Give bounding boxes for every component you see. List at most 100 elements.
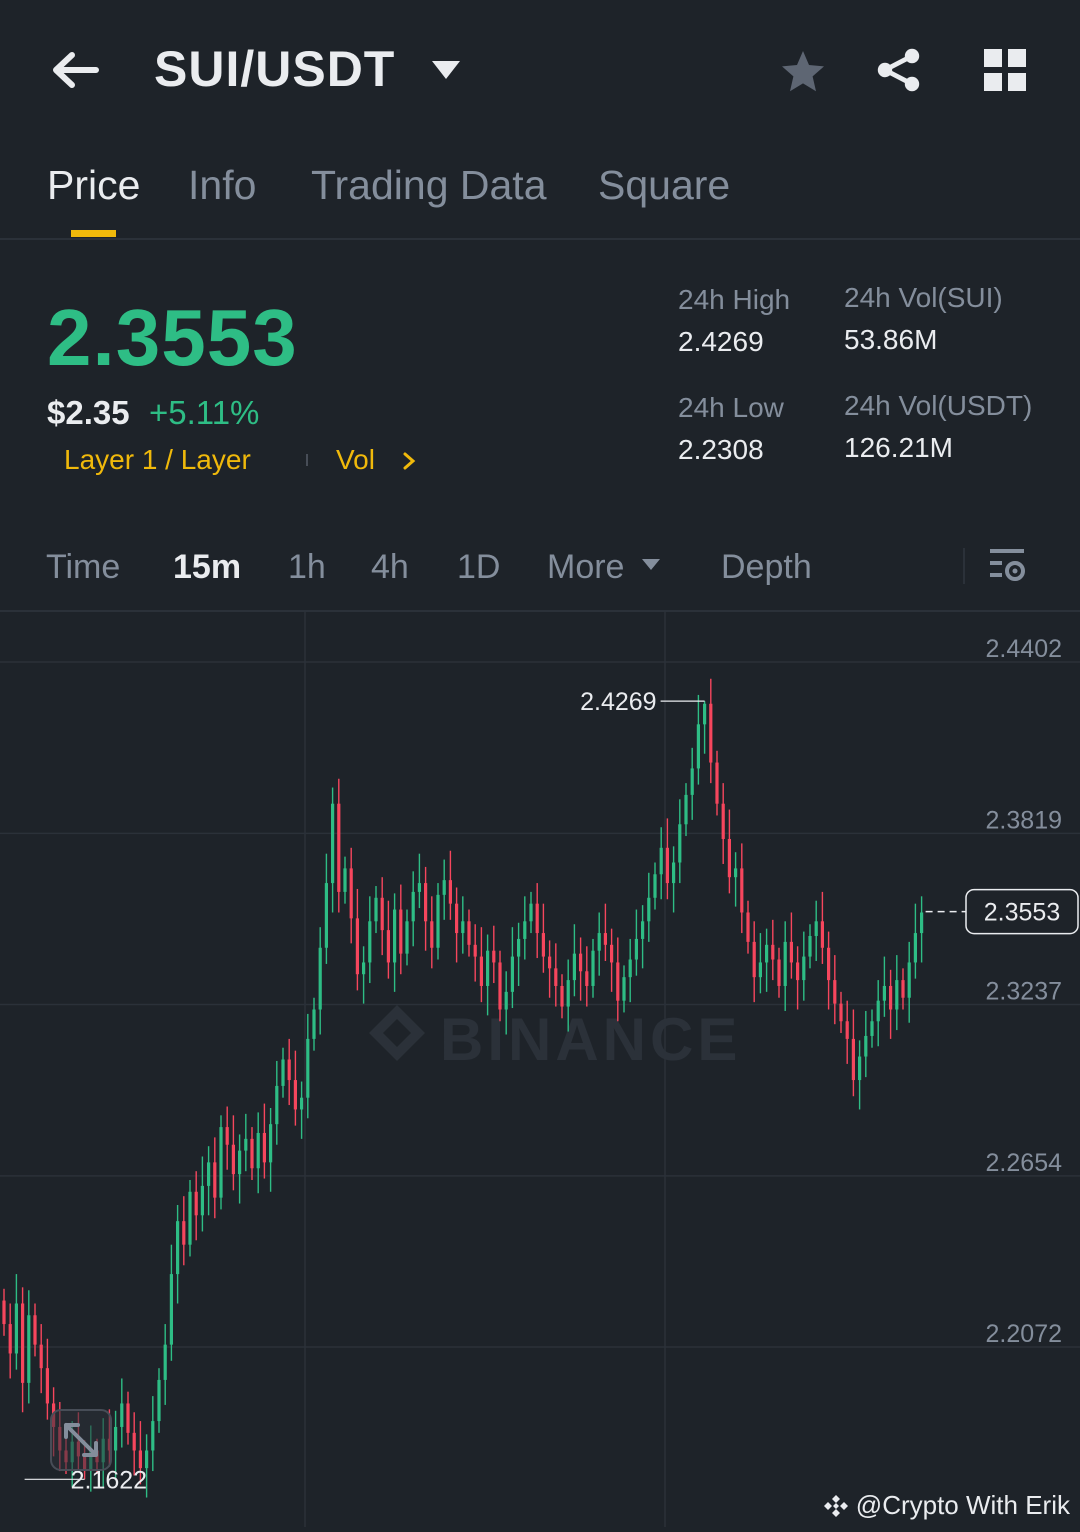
candle-body [796, 962, 800, 981]
candle-body [169, 1274, 173, 1345]
candle-body [45, 1368, 49, 1404]
usd-price: $2.35 [47, 394, 130, 431]
candle-body [895, 980, 899, 1010]
tab-square[interactable]: Square [598, 162, 731, 208]
candle-body [610, 944, 614, 963]
candle-body [256, 1132, 260, 1169]
candle-body [244, 1138, 248, 1151]
candle-body [343, 868, 347, 892]
candle-body [554, 968, 558, 986]
candle-body [33, 1315, 37, 1345]
candle-body [734, 868, 738, 878]
candle-body [200, 1185, 204, 1216]
candle-body [21, 1303, 25, 1383]
candle-body [789, 941, 793, 963]
candle-body [275, 1085, 279, 1125]
candle-body [548, 956, 552, 969]
candle-body [529, 903, 533, 922]
fullscreen-expand-icon[interactable] [50, 1409, 112, 1471]
candle-body [696, 724, 700, 769]
candle-body [814, 921, 818, 936]
candle-body [120, 1403, 124, 1427]
candle-body [579, 953, 583, 972]
candle-body [566, 980, 570, 1007]
tag-vol[interactable]: Vol [336, 444, 375, 475]
tf-divider [963, 548, 965, 584]
candle-body [399, 909, 403, 954]
candle-body [293, 1080, 297, 1110]
candle-body [802, 956, 806, 981]
candle-body [907, 962, 911, 998]
candle-body [225, 1127, 229, 1145]
tab-info[interactable]: Info [188, 162, 257, 208]
caret-down-icon[interactable] [430, 58, 462, 82]
candle-body [473, 944, 477, 957]
chart-settings-icon[interactable] [989, 547, 1027, 585]
grid-menu-icon[interactable] [984, 49, 1026, 91]
candle-body [715, 762, 719, 804]
last-price-tag [965, 888, 1079, 935]
chevron-right-icon[interactable] [402, 451, 416, 471]
credit-text: @Crypto With Erik [855, 1490, 1070, 1520]
tf-4h[interactable]: 4h [371, 548, 409, 586]
candle-body [411, 891, 415, 922]
tab-price[interactable]: Price [47, 162, 141, 208]
candle-body [591, 950, 595, 986]
candle-body [851, 1038, 855, 1081]
candle-body [486, 950, 490, 986]
candle-body [479, 956, 483, 986]
candle-body [281, 1059, 285, 1086]
candle-body [312, 1009, 316, 1039]
vol-sui-value: 53.86M [844, 324, 938, 355]
share-icon[interactable] [875, 46, 923, 94]
tf-time[interactable]: Time [46, 548, 121, 586]
y-tick-label: 2.2654 [986, 1149, 1063, 1177]
candle-body [634, 938, 638, 960]
candle-body [455, 903, 459, 934]
tf-depth[interactable]: Depth [721, 548, 812, 586]
candle-body [535, 903, 539, 934]
star-icon[interactable] [779, 48, 827, 96]
candle-body [684, 794, 688, 825]
candle-body [777, 959, 781, 986]
candle-body [231, 1144, 235, 1175]
candle-body [560, 985, 564, 1007]
candle-body [461, 921, 465, 934]
candle-body [250, 1138, 254, 1169]
candle-body [603, 933, 607, 945]
tag-layer[interactable]: Layer 1 / Layer [64, 444, 251, 475]
candle-body [430, 921, 434, 948]
tag-divider [306, 454, 308, 466]
y-tick-label: 2.4402 [986, 635, 1062, 663]
candle-body [913, 933, 917, 963]
vol-usdt-value: 126.21M [844, 432, 953, 463]
candle-body [448, 880, 452, 904]
candle-body [442, 880, 446, 895]
candle-body [659, 847, 663, 875]
candle-body [622, 977, 626, 1001]
more-caret-icon[interactable] [641, 558, 661, 572]
tab-trading-data[interactable]: Trading Data [311, 162, 547, 208]
candle-body [145, 1450, 149, 1469]
tf-1h[interactable]: 1h [288, 548, 326, 586]
candle-body [752, 941, 756, 978]
candle-body [771, 944, 775, 960]
back-arrow-icon[interactable] [50, 50, 100, 90]
candle-body [8, 1324, 12, 1354]
candle-body [653, 874, 657, 898]
candles [2, 678, 924, 1498]
candle-body [858, 1056, 862, 1081]
y-tick-label: 2.2072 [986, 1320, 1062, 1348]
watermark-logo-icon [369, 1005, 425, 1061]
candle-body [324, 883, 328, 948]
candle-body [889, 985, 893, 1010]
tf-1d[interactable]: 1D [457, 548, 501, 586]
candle-body [901, 980, 905, 998]
price-chart[interactable]: BINANCE 2.4269 2.1622 2.3553 2.4402 2.3819 2… [0, 612, 1080, 1527]
tf-15m[interactable]: 15m [173, 548, 242, 586]
candle-body [510, 956, 514, 992]
tf-more[interactable]: More [547, 548, 625, 586]
pair-title[interactable]: SUI/USDT [154, 41, 396, 97]
candle-body [337, 803, 341, 892]
